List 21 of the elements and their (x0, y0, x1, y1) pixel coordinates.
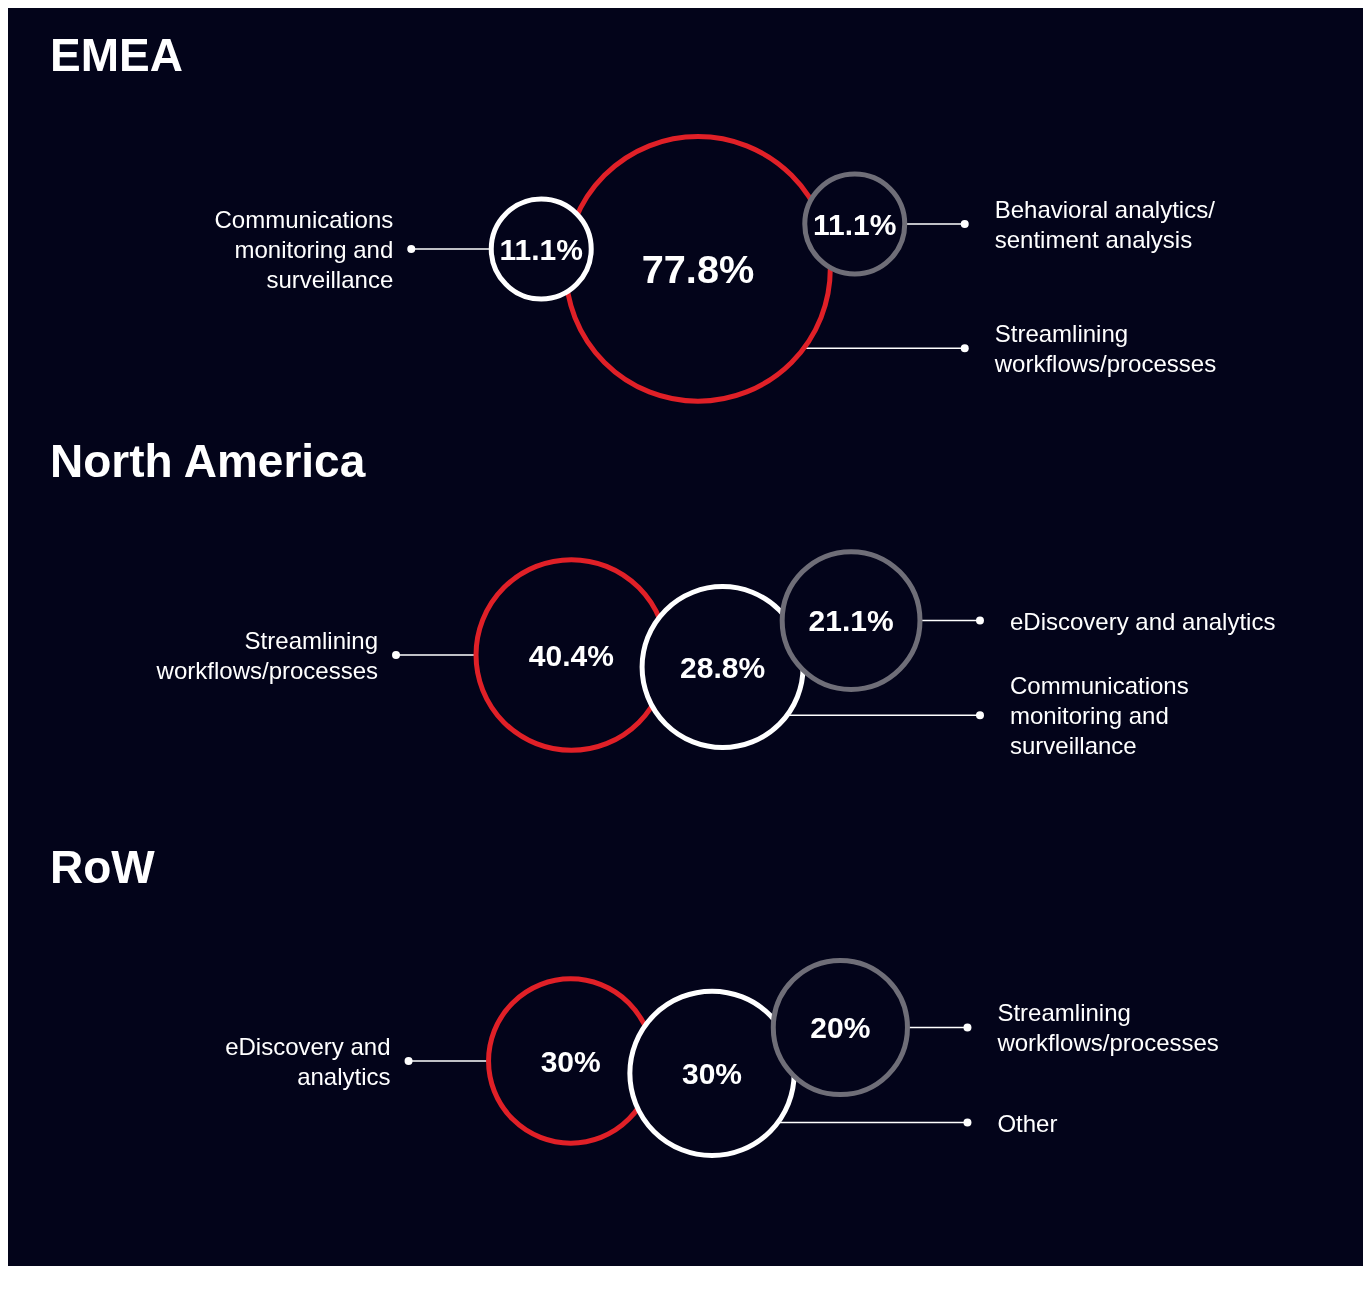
category-label: Streamlining workflows/processes (993, 319, 1217, 377)
category-label: Communications monitoring and surveillance (214, 205, 394, 293)
category-label: Communications monitoring and surveillance (1009, 671, 1189, 759)
data-label: 40.4% (528, 638, 614, 672)
category-label: Streamlining workflows/processes (996, 998, 1219, 1056)
data-label: 11.1% (813, 207, 897, 241)
category-label: eDiscovery and analytics (1009, 607, 1276, 635)
data-label: 11.1% (499, 232, 583, 266)
text: RoW (49, 840, 156, 895)
category-label: Streamlining workflows/processes (155, 626, 379, 684)
data-label: 30% (682, 1056, 743, 1090)
text: North America (49, 434, 367, 489)
data-label: 77.8% (641, 246, 755, 291)
category-label: eDiscovery and analytics (225, 1032, 391, 1090)
category-label: Behavioral analytics/ sentiment analysis (994, 195, 1216, 253)
data-label: 20% (810, 1010, 871, 1044)
data-label: 30% (540, 1044, 601, 1078)
data-label: 28.8% (680, 650, 766, 684)
data-label: 21.1% (808, 604, 894, 638)
category-label: Other (997, 1109, 1058, 1137)
text: EMEA (49, 28, 184, 83)
